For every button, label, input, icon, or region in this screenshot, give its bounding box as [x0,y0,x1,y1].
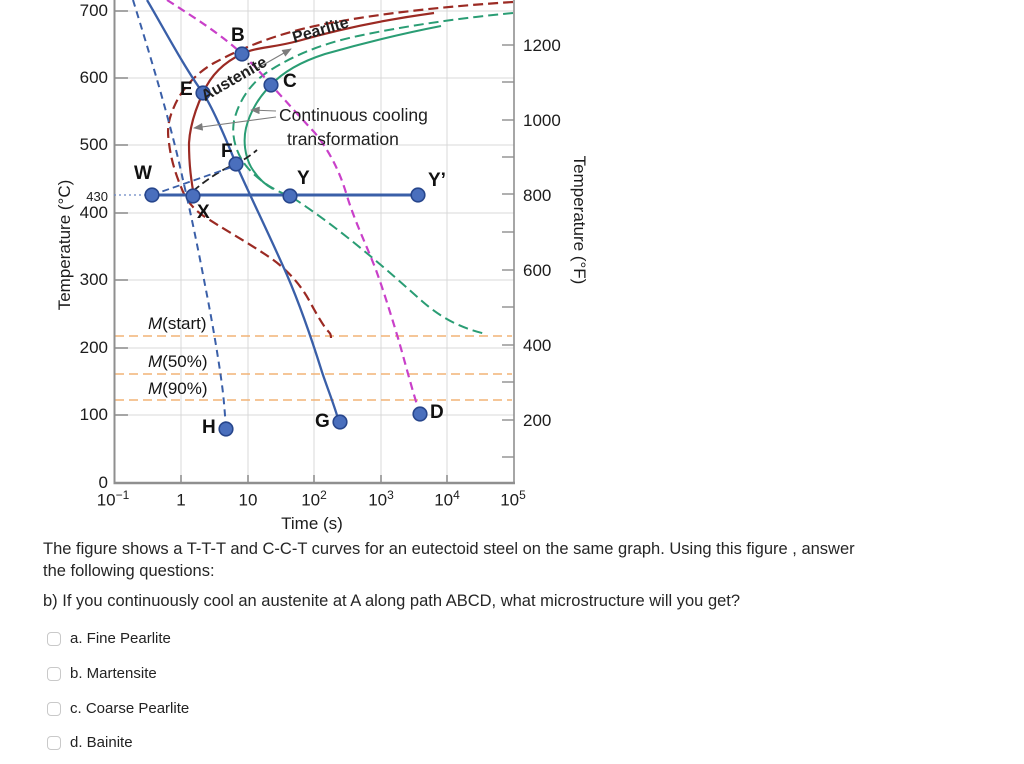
cooling-path-efg-curve [146,0,341,423]
point-dot-b [234,46,250,62]
x-axis-title: Time (s) [281,514,343,533]
point-dot-x [185,188,201,204]
annotation-arrows [193,48,292,131]
yl-tick-0: 0 [98,473,108,492]
option-label-b: b. Martensite [70,665,157,682]
point-label-w: W [134,163,152,184]
option-row-a: a. Fine Pearlite [47,630,171,647]
option-checkbox-b[interactable] [47,666,61,681]
yl-tick-400: 400 [79,203,108,222]
yl-tick-100: 100 [79,405,108,424]
yr-tick-200: 200 [523,411,552,430]
point-dot-f [228,156,244,172]
ttt-pearlite-finish-curve [232,12,514,335]
yr-tick-600: 600 [523,261,552,280]
yr-tick-1000: 1000 [523,111,561,130]
ttt-cct-chart-canvas [113,0,515,485]
point-dot-e [195,85,211,101]
yl-tick-600: 600 [79,68,108,87]
x-tick-6: 105 [500,488,526,510]
yr-tick-800: 800 [523,186,552,205]
point-label-x: X [197,202,210,223]
option-checkbox-c[interactable] [47,701,61,716]
point-dot-y [282,188,298,204]
m-start-label: M(start) [148,314,207,333]
option-row-d: d. Bainite [47,734,133,751]
ttt-pearlite-start-curve [166,0,514,339]
point-label-f: F [221,141,233,162]
yr-tick-1200: 1200 [523,36,561,55]
yl-tick-500: 500 [79,135,108,154]
point-label-b: B [231,25,245,46]
point-dot-d [412,406,428,422]
m-90-label: M(90%) [148,379,208,398]
x-tick-3: 102 [301,488,327,510]
point-label-d: D [430,402,444,423]
point-label-e: E [180,79,193,100]
cct-arrow-upper [250,106,277,115]
point-dot-g [332,414,348,430]
yl-tick-430: 430 [86,189,108,204]
option-row-b: b. Martensite [47,665,157,682]
cooling-path-h-curve [132,0,227,430]
cct-label-line1: Continuous cooling [279,105,428,125]
question-part-b: b) If you continuously cool an austenite… [43,592,741,610]
option-label-c: c. Coarse Pearlite [70,700,190,717]
x-tick-4: 103 [368,488,394,510]
point-label-c: C [283,71,297,92]
question-intro: The figure shows a T-T-T and C-C-T curve… [43,540,855,580]
pearlite-arrow [255,48,292,70]
gridlines [115,0,514,483]
option-checkbox-a[interactable] [47,631,61,646]
axes [113,0,515,485]
yl-tick-300: 300 [79,270,108,289]
x-tick-1: 1 [176,490,186,510]
m-50-label: M(50%) [148,352,208,371]
option-checkbox-d[interactable] [47,735,61,750]
martensite-lines [115,335,512,401]
y-right-axis-title: Temperature (°F) [570,155,589,285]
point-label-yprime: Y’ [428,170,446,191]
option-row-c: c. Coarse Pearlite [47,700,189,717]
point-label-y: Y [297,168,310,189]
w-f-dashed-line [151,166,233,196]
point-label-g: G [315,411,330,432]
point-dots [144,46,428,437]
y-left-axis-title: Temperature (°C) [55,179,74,311]
yl-tick-200: 200 [79,338,108,357]
x-tick-2: 10 [238,490,258,510]
cct-pearlite-finish-curve [243,25,442,190]
point-dot-yprime [410,187,426,203]
point-dot-c [263,77,279,93]
option-label-d: d. Bainite [70,734,133,751]
cct-label-line2: transformation [287,129,399,149]
x-tick-0: 10−1 [96,488,130,510]
yr-tick-400: 400 [523,336,552,355]
point-dot-h [218,421,234,437]
point-dot-w [144,187,160,203]
cct-pearlite-start-curve [187,11,435,203]
option-label-a: a. Fine Pearlite [70,630,171,647]
yl-tick-700: 700 [79,1,108,20]
cct-arrow-lower [193,116,277,131]
point-label-h: H [202,417,216,438]
x-tick-5: 104 [434,488,460,510]
